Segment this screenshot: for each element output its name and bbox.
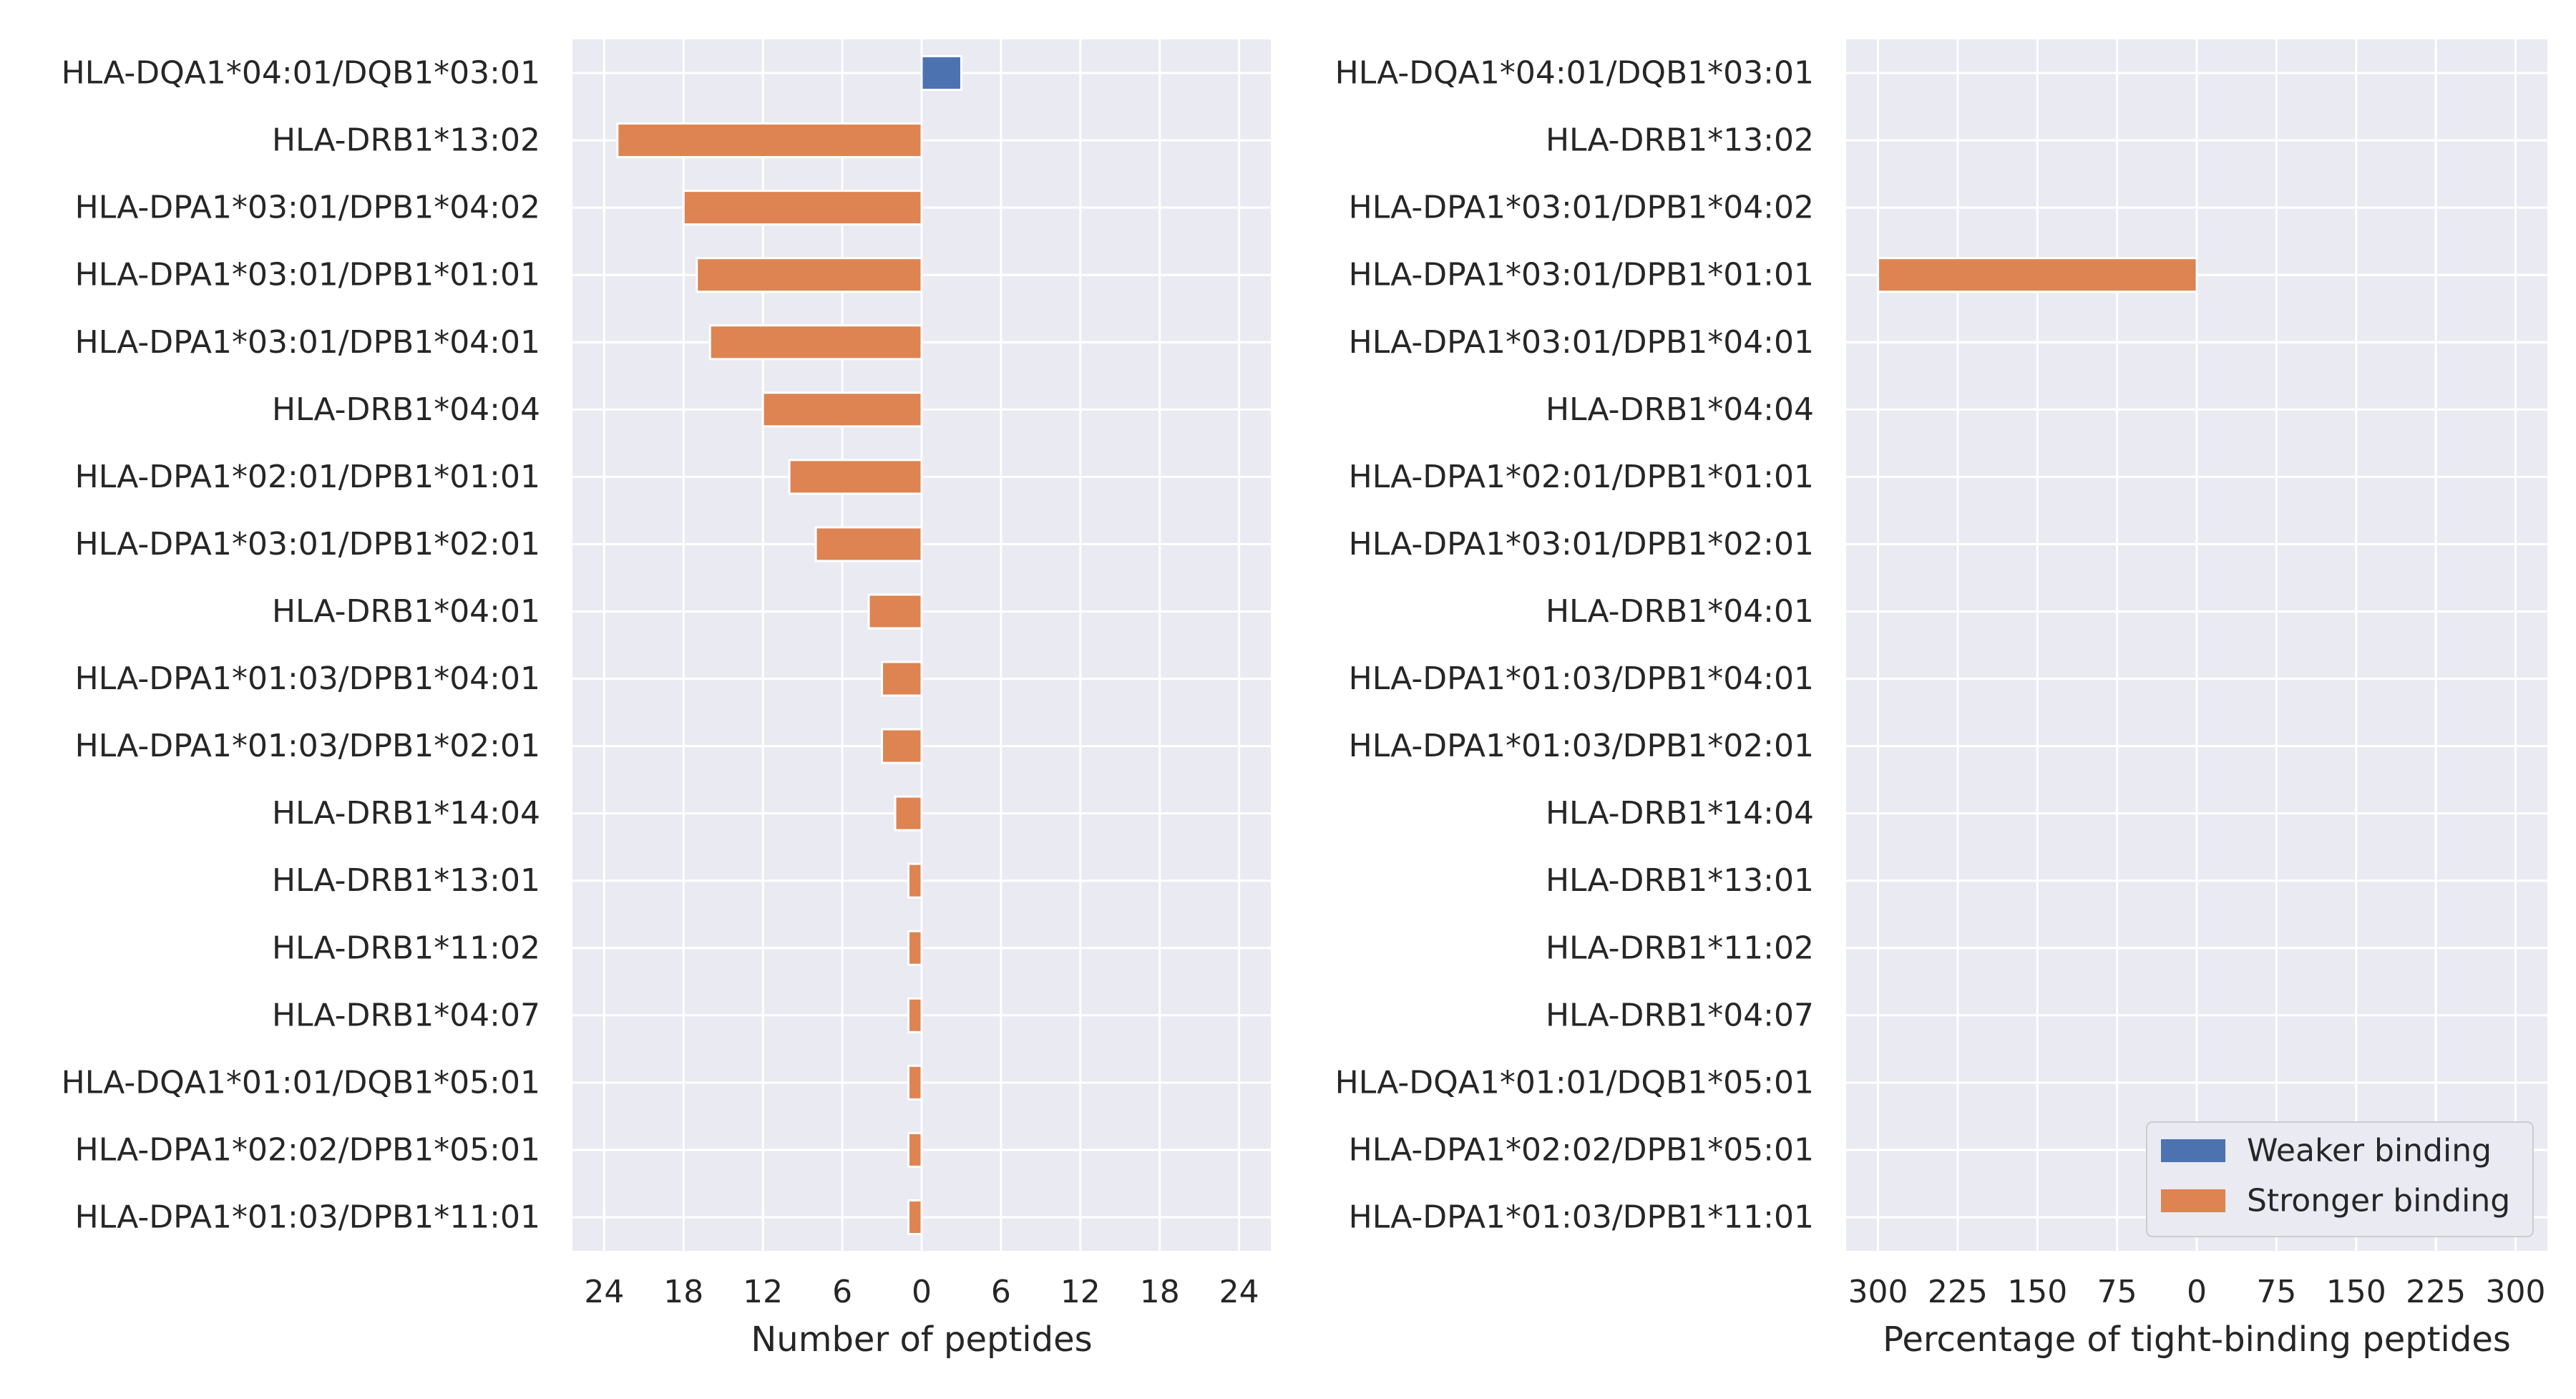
chart-panel-2: HLA-DQA1*04:01/DQB1*03:01 HLA-DRB1*13:02 H… — [1335, 39, 2547, 1360]
bar-stronger — [907, 1064, 923, 1101]
bar-stronger — [894, 795, 923, 832]
x-tick-label: 300 — [2485, 1274, 2545, 1310]
y-tick-label: HLA-DRB1*13:02 — [272, 122, 540, 159]
y-tick-label: HLA-DRB1*11:02 — [1546, 930, 1814, 966]
x-tick-label: 75 — [2097, 1274, 2137, 1310]
x-tick-label: 24 — [1219, 1274, 1259, 1310]
x-tick-label: 6 — [991, 1274, 1011, 1310]
bar-stronger — [907, 930, 923, 966]
y-tick-label: HLA-DPA1*02:02/DPB1*05:01 — [1349, 1131, 1814, 1168]
y-tick-label: HLA-DRB1*04:01 — [1546, 593, 1814, 630]
x-tick-label: 150 — [2007, 1274, 2067, 1310]
x-axis-label: Percentage of tight-binding peptides — [1883, 1320, 2511, 1360]
x-tick-label: 18 — [663, 1274, 703, 1310]
y-tick-label: HLA-DRB1*04:07 — [1546, 997, 1814, 1033]
y-tick-label: HLA-DPA1*03:01/DPB1*04:02 — [1349, 190, 1814, 226]
y-tick-label: HLA-DRB1*13:02 — [1546, 122, 1814, 159]
x-tick-label: 12 — [743, 1274, 783, 1310]
y-tick-label: HLA-DRB1*04:07 — [272, 997, 540, 1033]
y-tick-label: HLA-DQA1*01:01/DQB1*05:01 — [62, 1064, 540, 1101]
y-tick-label: HLA-DRB1*14:04 — [1546, 795, 1814, 832]
bar-stronger — [1877, 257, 2198, 293]
bar-stronger — [881, 660, 923, 697]
y-tick-label: HLA-DPA1*03:01/DPB1*01:01 — [1349, 257, 1814, 293]
y-tick-label: HLA-DRB1*04:04 — [1546, 391, 1814, 428]
y-tick-label: HLA-DRB1*13:01 — [272, 862, 540, 899]
y-tick-label: HLA-DQA1*04:01/DQB1*03:01 — [1335, 55, 1814, 92]
bar-weaker — [920, 55, 962, 92]
legend-swatch-weaker — [2161, 1139, 2225, 1162]
y-tick-label: HLA-DQA1*01:01/DQB1*05:01 — [1335, 1064, 1814, 1101]
y-tick-label: HLA-DPA1*01:03/DPB1*11:01 — [75, 1199, 540, 1235]
y-tick-label: HLA-DPA1*03:01/DPB1*04:02 — [75, 190, 540, 226]
x-tick-label: 0 — [912, 1274, 932, 1310]
bar-stronger — [788, 459, 923, 495]
legend-box — [2146, 1121, 2534, 1237]
y-tick-label: HLA-DRB1*04:04 — [272, 391, 540, 428]
x-tick-label: 0 — [2187, 1274, 2207, 1310]
chart-panel-1: HLA-DQA1*04:01/DQB1*03:01 HLA-DRB1*13:02 H… — [62, 39, 1271, 1360]
x-axis-label: Number of peptides — [751, 1320, 1092, 1360]
bar-stronger — [814, 526, 923, 562]
y-tick-label: HLA-DRB1*14:04 — [272, 795, 540, 832]
bar-stronger — [907, 1131, 923, 1168]
y-tick-label: HLA-DRB1*13:01 — [1546, 862, 1814, 899]
y-tick-label: HLA-DRB1*04:01 — [272, 593, 540, 630]
x-tick-label: 75 — [2256, 1274, 2296, 1310]
x-tick-label: 225 — [1928, 1274, 1988, 1310]
bar-stronger — [682, 190, 923, 226]
y-tick-label: HLA-DRB1*11:02 — [272, 930, 540, 966]
y-tick-label: HLA-DPA1*03:01/DPB1*04:01 — [1349, 324, 1814, 361]
bar-stronger — [907, 997, 923, 1033]
y-tick-label: HLA-DPA1*03:01/DPB1*02:01 — [1349, 526, 1814, 562]
legend-label: Stronger binding — [2247, 1183, 2510, 1219]
x-tick-label: 18 — [1140, 1274, 1180, 1310]
y-tick-label: HLA-DPA1*02:02/DPB1*05:01 — [75, 1131, 540, 1168]
y-tick-label: HLA-DPA1*03:01/DPB1*02:01 — [75, 526, 540, 562]
bar-stronger — [708, 324, 923, 361]
x-tick-label: 24 — [584, 1274, 624, 1310]
bar-stronger — [867, 593, 923, 630]
bar-stronger — [881, 728, 923, 764]
y-tick-label: HLA-DPA1*01:03/DPB1*02:01 — [1349, 728, 1814, 764]
y-tick-label: HLA-DPA1*02:01/DPB1*01:01 — [75, 459, 540, 495]
y-tick-label: HLA-DPA1*03:01/DPB1*01:01 — [75, 257, 540, 293]
bar-stronger — [761, 391, 923, 428]
y-tick-label: HLA-DPA1*02:01/DPB1*01:01 — [1349, 459, 1814, 495]
legend: Weaker binding Stronger binding — [2146, 1121, 2534, 1237]
x-tick-label: 300 — [1848, 1274, 1908, 1310]
x-tick-label: 150 — [2326, 1274, 2386, 1310]
bar-stronger — [907, 862, 923, 899]
x-tick-label: 6 — [832, 1274, 852, 1310]
y-tick-label: HLA-DPA1*03:01/DPB1*04:01 — [75, 324, 540, 361]
y-tick-label: HLA-DPA1*01:03/DPB1*04:01 — [75, 660, 540, 697]
bar-stronger — [616, 122, 923, 159]
bar-stronger — [696, 257, 923, 293]
y-tick-label: HLA-DPA1*01:03/DPB1*02:01 — [75, 728, 540, 764]
y-tick-label: HLA-DPA1*01:03/DPB1*11:01 — [1349, 1199, 1814, 1235]
bar-stronger — [907, 1199, 923, 1235]
x-tick-label: 12 — [1060, 1274, 1101, 1310]
legend-swatch-stronger — [2161, 1189, 2225, 1212]
y-tick-label: HLA-DQA1*04:01/DQB1*03:01 — [62, 55, 540, 92]
y-tick-label: HLA-DPA1*01:03/DPB1*04:01 — [1349, 660, 1814, 697]
x-tick-label: 225 — [2406, 1274, 2466, 1310]
legend-label: Weaker binding — [2247, 1133, 2492, 1169]
